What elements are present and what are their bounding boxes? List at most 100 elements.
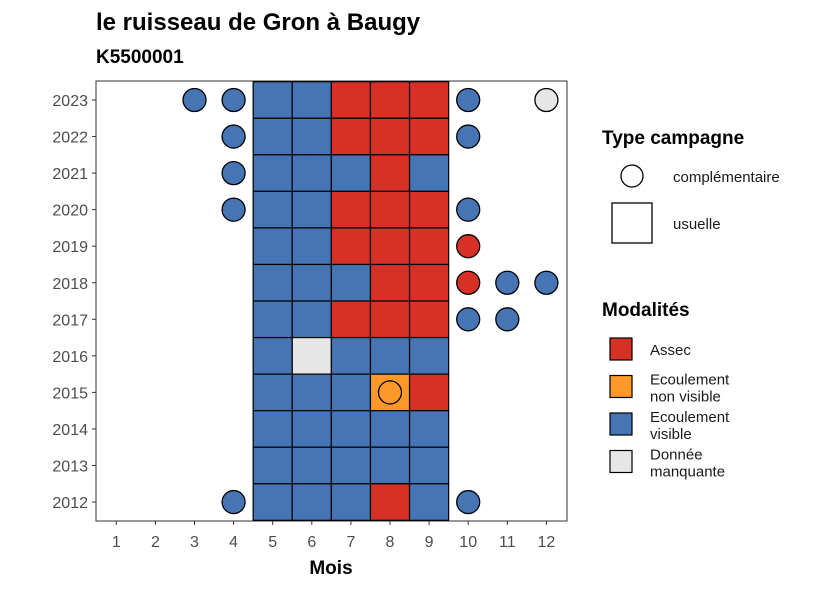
x-tick-label: 2 xyxy=(151,534,160,551)
point-2020-10-ecoulement-visible xyxy=(456,197,481,222)
legend-complementaire-label: complémentaire xyxy=(673,169,780,186)
chart-subtitle: K5500001 xyxy=(96,47,184,68)
cell-2015-5-ecoulement-visible xyxy=(252,373,293,412)
legend-label-ecoulement-non-visible: Ecoulement xyxy=(650,372,730,389)
cell-2014-9-ecoulement-visible xyxy=(408,410,450,448)
point-2012-10-ecoulement-visible xyxy=(456,489,481,515)
cell-2016-9-ecoulement-visible xyxy=(408,336,450,375)
point-2012-4-ecoulement-visible xyxy=(221,489,246,515)
cell-2021-7-ecoulement-visible xyxy=(330,154,372,192)
cell-2018-6-ecoulement-visible xyxy=(291,263,332,302)
x-tick-label: 12 xyxy=(538,534,556,551)
legend-usuelle-label: usuelle xyxy=(673,216,721,233)
cell-2017-6-ecoulement-visible xyxy=(291,300,332,339)
y-tick-label: 2015 xyxy=(52,385,88,402)
x-tick-label: 7 xyxy=(346,534,355,551)
cell-2023-8-assec xyxy=(369,81,411,119)
cell-2013-5-ecoulement-visible xyxy=(252,446,293,485)
cell-2022-6-ecoulement-visible xyxy=(291,117,332,156)
cell-2018-7-ecoulement-visible xyxy=(330,263,372,302)
y-tick-label: 2017 xyxy=(52,312,88,329)
cell-2018-5-ecoulement-visible xyxy=(252,263,293,302)
cell-2020-7-assec xyxy=(330,190,372,229)
point-2018-12-ecoulement-visible xyxy=(534,270,559,295)
legend-label-ecoulement-visible: visible xyxy=(650,426,692,443)
cell-2022-8-assec xyxy=(369,117,411,156)
cell-2019-8-assec xyxy=(369,227,411,266)
point-2023-10-ecoulement-visible xyxy=(456,87,481,113)
cell-2015-7-ecoulement-visible xyxy=(330,373,372,412)
cell-2021-5-ecoulement-visible xyxy=(252,154,293,192)
point-2017-11-ecoulement-visible xyxy=(495,307,520,332)
y-axis: 2023 2022 2021 2020 2019 2018 2017 2016 2015 2014… xyxy=(52,93,96,512)
cell-2021-6-ecoulement-visible xyxy=(291,154,332,192)
cell-2013-6-ecoulement-visible xyxy=(291,446,332,485)
cell-2016-5-ecoulement-visible xyxy=(252,336,293,375)
cell-2013-7-ecoulement-visible xyxy=(330,446,372,485)
cell-2023-9-assec xyxy=(408,81,450,119)
cell-2020-8-assec xyxy=(369,190,411,229)
cell-2012-5-ecoulement-visible xyxy=(252,483,293,521)
x-tick-label: 8 xyxy=(386,534,395,551)
cell-2014-8-ecoulement-visible xyxy=(369,410,411,448)
legend-type-title: Type campagne xyxy=(602,128,744,149)
legend-usuelle-symbol xyxy=(611,202,653,244)
x-tick-label: 1 xyxy=(112,534,121,551)
cell-2012-9-ecoulement-visible xyxy=(408,483,450,521)
point-2018-11-ecoulement-visible xyxy=(495,270,520,295)
cell-2015-9-assec xyxy=(408,373,450,412)
legend-label-assec: Assec xyxy=(650,342,691,359)
cell-2012-8-assec xyxy=(369,483,411,521)
point-2021-4-ecoulement-visible xyxy=(221,160,246,186)
y-tick-label: 2012 xyxy=(52,495,88,512)
x-tick-label: 5 xyxy=(268,534,277,551)
cell-2013-9-ecoulement-visible xyxy=(408,446,450,485)
point-2023-4-ecoulement-visible xyxy=(221,87,246,113)
point-2019-10-assec xyxy=(456,234,481,259)
cell-2021-9-ecoulement-visible xyxy=(408,154,450,192)
cell-2014-7-ecoulement-visible xyxy=(330,410,372,448)
point-2015-8-ecoulement-non-visible xyxy=(377,380,403,405)
y-tick-label: 2021 xyxy=(52,166,88,183)
legend-label-donnee-manquante: Donnée xyxy=(650,447,703,464)
point-2023-3-ecoulement-visible xyxy=(182,87,207,113)
legend-swatch-ecoulement-non-visible xyxy=(609,374,633,399)
point-2022-10-ecoulement-visible xyxy=(456,124,481,149)
cell-2021-8-assec xyxy=(369,154,411,192)
cell-2017-7-assec xyxy=(330,300,372,339)
complementaire-points xyxy=(182,87,559,515)
x-tick-label: 11 xyxy=(499,534,516,551)
cell-2023-6-ecoulement-visible xyxy=(291,81,332,119)
cell-2023-5-ecoulement-visible xyxy=(252,81,293,119)
cell-2022-5-ecoulement-visible xyxy=(252,117,293,156)
cell-2019-9-assec xyxy=(408,227,450,266)
cell-2019-7-assec xyxy=(330,227,372,266)
cell-2020-6-ecoulement-visible xyxy=(291,190,332,229)
legend-swatch-ecoulement-visible xyxy=(609,412,633,436)
cell-2015-6-ecoulement-visible xyxy=(291,373,332,412)
x-tick-label: 4 xyxy=(229,534,238,551)
cell-2018-8-assec xyxy=(369,263,411,302)
legend-label-donnee-manquante: manquante xyxy=(650,464,725,481)
y-tick-label: 2016 xyxy=(52,349,88,366)
cell-2017-8-assec xyxy=(369,300,411,339)
cell-2012-7-ecoulement-visible xyxy=(330,483,372,521)
legend-modalites-title: Modalités xyxy=(602,300,690,321)
point-2020-4-ecoulement-visible xyxy=(221,197,246,222)
x-tick-label: 3 xyxy=(190,534,199,551)
point-2018-10-assec xyxy=(456,270,481,295)
cell-2023-7-assec xyxy=(330,81,372,119)
cell-2017-5-ecoulement-visible xyxy=(252,300,293,339)
cell-2013-8-ecoulement-visible xyxy=(369,446,411,485)
legend-label-ecoulement-visible: Ecoulement xyxy=(650,409,730,426)
cell-2022-9-assec xyxy=(408,117,450,156)
point-2022-4-ecoulement-visible xyxy=(221,124,246,149)
y-tick-label: 2019 xyxy=(52,239,88,256)
cell-2020-5-ecoulement-visible xyxy=(252,190,293,229)
y-tick-label: 2020 xyxy=(52,203,88,220)
cell-2022-7-assec xyxy=(330,117,372,156)
legend-complementaire-symbol xyxy=(620,164,644,188)
legend: Type campagne complémentaire usuelle Mod… xyxy=(602,128,780,481)
